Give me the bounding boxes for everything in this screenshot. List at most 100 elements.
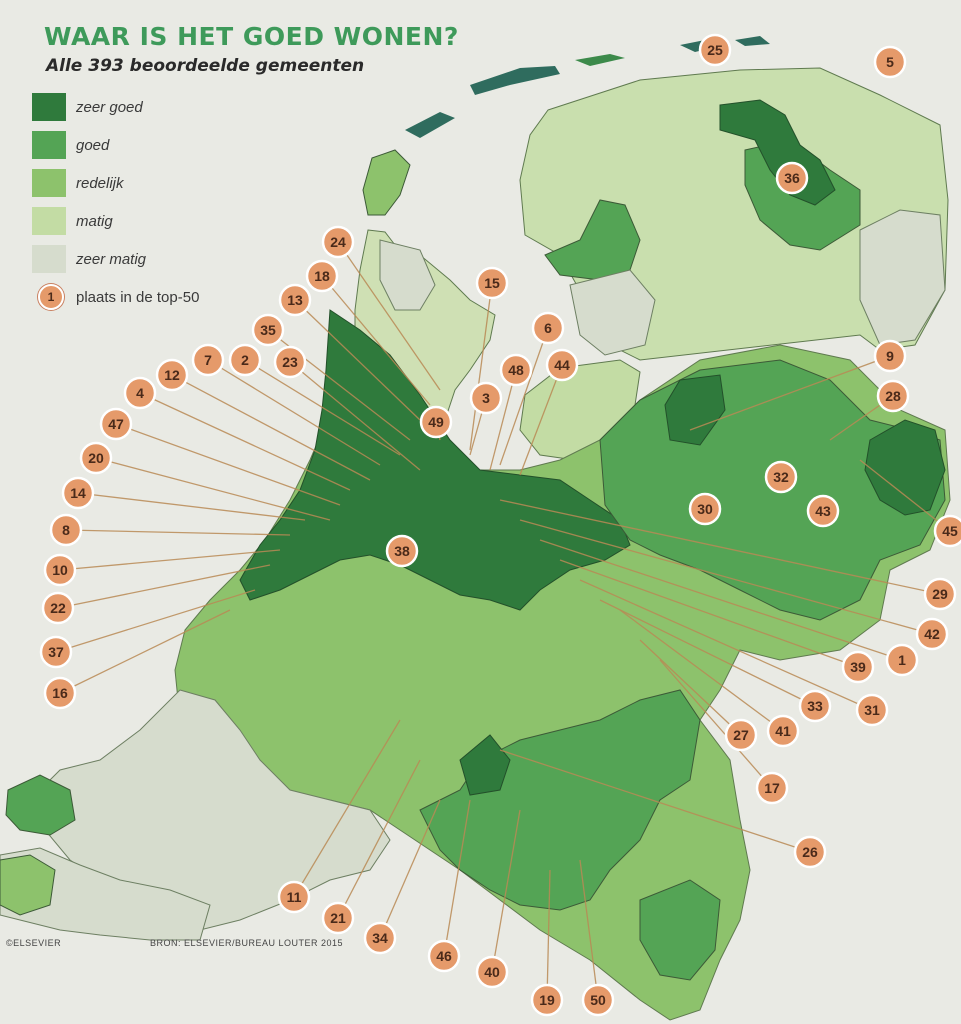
rank-badge-circle [39, 635, 73, 669]
map-subtitle: Alle 393 beoordeelde gemeenten [46, 56, 365, 76]
rank-badge-number: 33 [807, 698, 823, 714]
leader-line [55, 589, 256, 653]
rank-badge-number: 43 [815, 503, 831, 519]
rank-badge-circle [305, 259, 339, 293]
rank-badge-circle [885, 643, 919, 677]
rank-badge-number: 16 [52, 685, 68, 701]
leader-line [57, 564, 271, 609]
leader-line [559, 559, 859, 668]
leader-line [65, 529, 291, 536]
leader-line [244, 359, 401, 456]
rank-badge-number: 28 [885, 388, 901, 404]
rank-badge-circle [123, 376, 157, 410]
rank-badge-circle [49, 513, 83, 547]
rank-badge: 35 [251, 313, 285, 347]
region-matig-noordoostpolder [569, 269, 656, 356]
rank-badge: 48 [499, 353, 533, 387]
rank-badge: 2 [228, 343, 262, 377]
rank-badge-circle [99, 407, 133, 441]
region-randstad [239, 309, 631, 611]
legend-item-redelijk: redelijk [32, 164, 199, 202]
region-zeer-goed-veluwe [664, 374, 726, 446]
rank-badge-number: 24 [330, 234, 346, 250]
rank-badge: 17 [755, 771, 789, 805]
rank-badge-circle [419, 405, 453, 439]
rank-badge: 7 [191, 343, 225, 377]
legend-label: zeer goed [76, 98, 143, 116]
leader-line [59, 609, 231, 694]
rank-badge-number: 14 [70, 485, 86, 501]
rank-badge: 9 [873, 339, 907, 373]
legend-item-zeer-matig: zeer matig [32, 240, 199, 278]
rank-badge-number: 42 [924, 626, 940, 642]
rank-badge-circle [923, 577, 957, 611]
region-zeer-goed-twente [864, 419, 946, 516]
rank-badge: 3 [469, 381, 503, 415]
legend-item-matig: matig [32, 202, 199, 240]
rank-badge-number: 23 [282, 354, 298, 370]
rank-badge: 4 [123, 376, 157, 410]
rank-badge-number: 40 [484, 964, 500, 980]
rank-badge-circle [79, 441, 113, 475]
rank-badge-number: 32 [773, 469, 789, 485]
rank-badge: 15 [475, 266, 509, 300]
leader-line [379, 799, 441, 939]
rank-badge: 34 [363, 921, 397, 955]
rank-badge: 1 [885, 643, 919, 677]
leader-line [77, 492, 306, 521]
legend-label: matig [76, 212, 113, 230]
leader-line [289, 361, 421, 471]
leader-line [95, 457, 331, 521]
rank-badge-circle [278, 283, 312, 317]
legend: zeer goed goed redelijk matig zeer matig… [32, 88, 199, 310]
rank-badge-number: 39 [850, 659, 866, 675]
rank-badge: 31 [855, 693, 889, 727]
leader-line [139, 392, 351, 491]
rank-badge-circle [321, 225, 355, 259]
leader-line [579, 579, 873, 711]
rank-badge-number: 18 [314, 268, 330, 284]
rank-badge: 20 [79, 441, 113, 475]
region-matig-north [859, 209, 946, 346]
rank-badge-circle [43, 676, 77, 710]
leader-line [579, 859, 599, 1001]
rank-badge: 38 [385, 534, 419, 568]
rank-badge-number: 11 [287, 889, 302, 905]
rank-badge-circle [228, 343, 262, 377]
rank-badge-circle [724, 718, 758, 752]
rank-badge: 11 [277, 880, 311, 914]
rank-badge-circle [363, 921, 397, 955]
rank-badge-circle [469, 381, 503, 415]
rank-badge: 40 [475, 955, 509, 989]
rank-badge: 18 [305, 259, 339, 293]
rank-badge-circle [531, 311, 565, 345]
rank-badge: 27 [724, 718, 758, 752]
rank-badge-number: 44 [554, 357, 570, 373]
rank-badge-number: 12 [164, 367, 180, 383]
rank-badge-circle [855, 693, 889, 727]
leader-line [539, 539, 903, 661]
rank-badge-number: 6 [544, 320, 552, 336]
rank-badge: 50 [581, 983, 615, 1017]
rank-badge-circle [798, 689, 832, 723]
source-text: BRON: ELSEVIER/BUREAU LOUTER 2015 [150, 938, 344, 948]
rank-badge-circle [277, 880, 311, 914]
rank-badge: 45 [933, 514, 961, 548]
rank-badge: 19 [530, 983, 564, 1017]
legend-swatch [32, 245, 66, 273]
rank-badge-number: 45 [942, 523, 958, 539]
rank-badge-circle [841, 650, 875, 684]
rank-badge: 12 [155, 358, 189, 392]
rank-badge-number: 9 [886, 348, 894, 364]
leader-line [171, 374, 371, 481]
rank-badge: 46 [427, 939, 461, 973]
rank-badge-number: 7 [204, 352, 212, 368]
rank-badge: 37 [39, 635, 73, 669]
rank-badge-circle [191, 343, 225, 377]
rank-badge: 23 [273, 345, 307, 379]
legend-swatch [32, 169, 66, 197]
rank-badge-circle [698, 33, 732, 67]
rank-badge-number: 37 [48, 644, 64, 660]
